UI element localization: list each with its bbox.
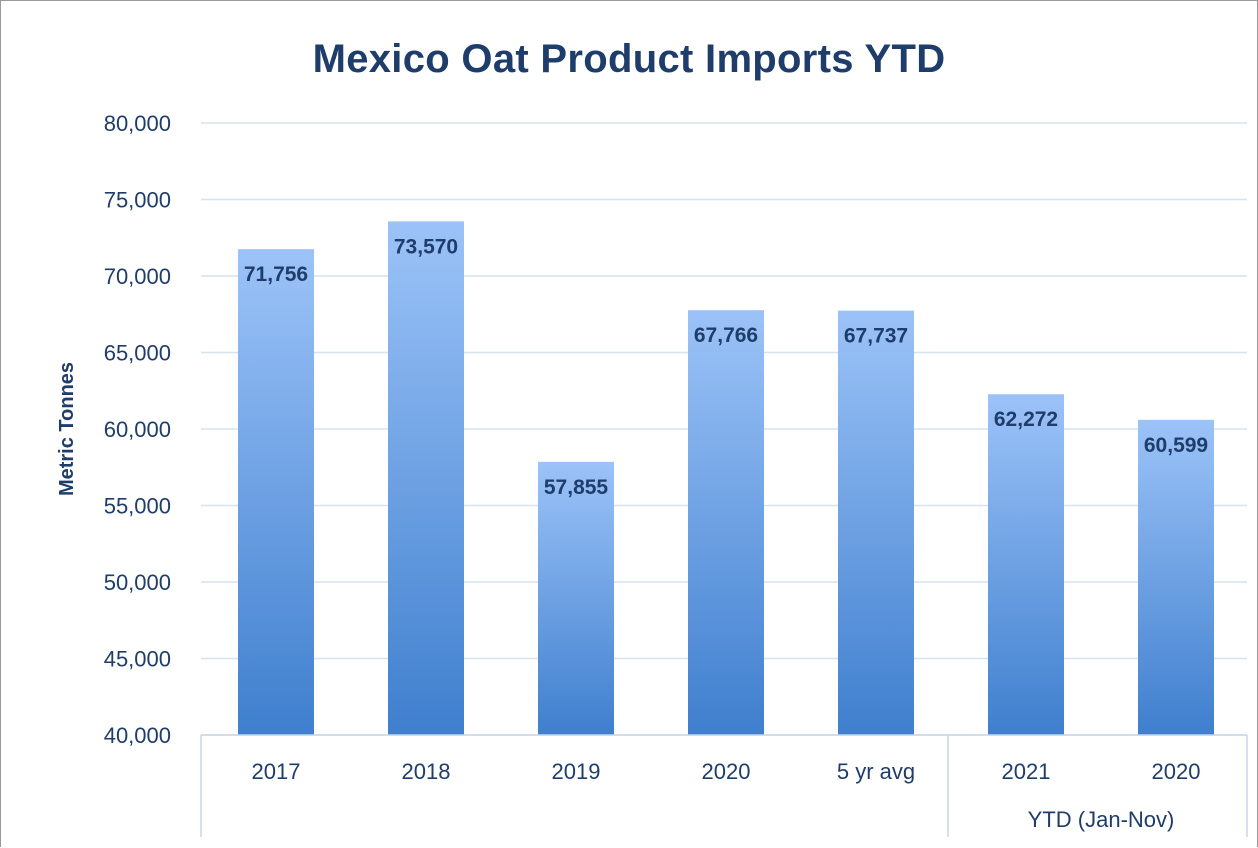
category-group-label: YTD (Jan-Nov) <box>1028 807 1175 832</box>
y-tick-label: 70,000 <box>104 264 171 289</box>
x-tick-label: 2021 <box>1002 759 1051 784</box>
bar <box>238 249 314 736</box>
y-tick-label: 80,000 <box>104 111 171 136</box>
data-label: 73,570 <box>394 235 458 258</box>
x-tick-label: 2020 <box>1152 759 1201 784</box>
data-label: 60,599 <box>1144 434 1208 457</box>
y-tick-label: 40,000 <box>104 723 171 748</box>
y-tick-label: 65,000 <box>104 341 171 366</box>
y-tick-label: 55,000 <box>104 494 171 519</box>
data-label: 67,737 <box>844 325 908 348</box>
bar <box>838 310 914 735</box>
y-tick-label: 50,000 <box>104 570 171 595</box>
y-axis-title: Metric Tonnes <box>56 362 78 496</box>
bar <box>1138 419 1214 735</box>
y-tick-label: 45,000 <box>104 647 171 672</box>
bar <box>688 310 764 735</box>
x-tick-label: 5 yr avg <box>837 759 915 784</box>
data-label: 57,855 <box>544 476 609 499</box>
x-tick-label: 2019 <box>552 759 601 784</box>
chart-title: Mexico Oat Product Imports YTD <box>312 37 946 81</box>
data-label: 71,756 <box>244 263 308 286</box>
bar <box>988 394 1064 735</box>
x-tick-label: 2020 <box>702 759 751 784</box>
bar <box>538 461 614 735</box>
y-tick-label: 60,000 <box>104 417 171 442</box>
data-label: 62,272 <box>994 408 1058 431</box>
data-label: 67,766 <box>694 324 758 347</box>
y-tick-label: 75,000 <box>104 188 171 213</box>
bar <box>388 221 464 735</box>
x-tick-label: 2018 <box>402 759 451 784</box>
x-tick-label: 2017 <box>252 759 301 784</box>
